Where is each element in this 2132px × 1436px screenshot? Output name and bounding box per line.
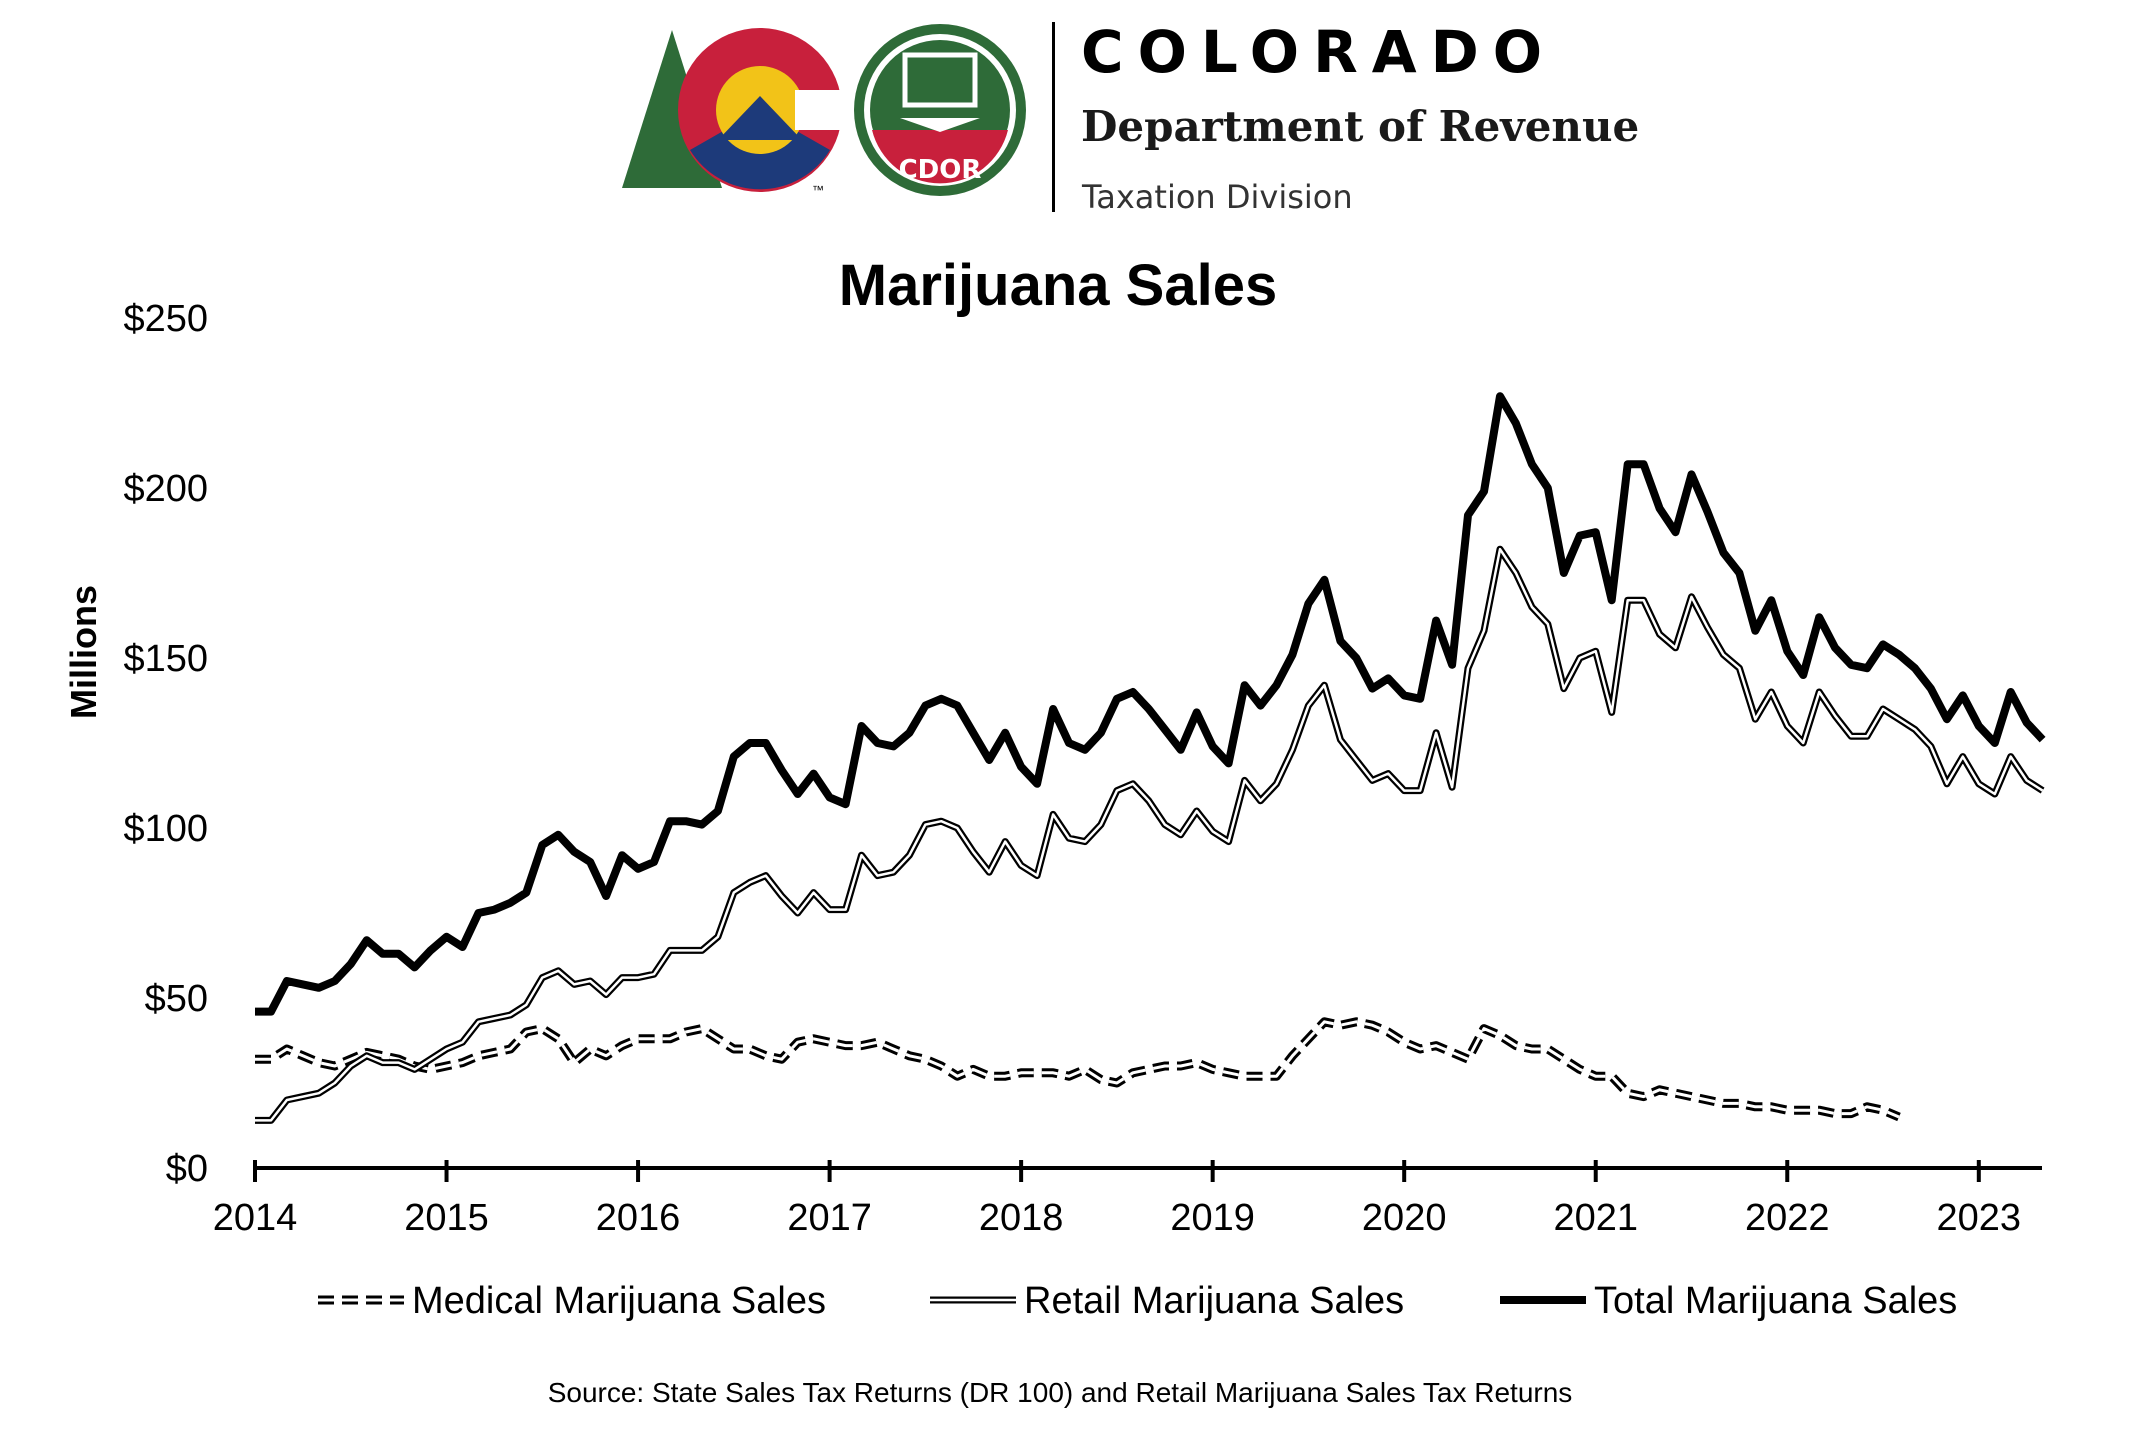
x-tick-label: 2020 (1362, 1197, 1447, 1239)
legend-total-marijuana-sales-label: Total Marijuana Sales (1594, 1280, 1957, 1322)
y-tick-label: $250 (123, 298, 208, 340)
source-note: Source: State Sales Tax Returns (DR 100)… (548, 1377, 1573, 1408)
division-name: Taxation Division (1082, 178, 1353, 216)
org-name: COLORADO (1081, 18, 1557, 86)
cdor-seal-red-band (872, 130, 1008, 184)
x-tick-label: 2014 (213, 1197, 298, 1239)
medical-marijuana-sales-line-inner (255, 1020, 1900, 1119)
x-tick-label: 2016 (596, 1197, 681, 1239)
cdor-seal-text: CDOR (899, 155, 982, 185)
retail-marijuana-sales-line-inner (255, 547, 2044, 1122)
y-tick-label: $0 (166, 1148, 208, 1190)
header-divider (1052, 22, 1055, 212)
chart-title: Marijuana Sales (839, 253, 1277, 318)
y-tick-label: $200 (123, 468, 208, 510)
x-tick-label: 2017 (787, 1197, 872, 1239)
y-tick-label: $150 (123, 638, 208, 680)
colorado-c-notch (795, 90, 845, 130)
dept-name: Department of Revenue (1081, 102, 1640, 151)
header: COLORADO Department of Revenue Taxation … (600, 18, 1700, 228)
building-icon (902, 52, 978, 108)
trademark-mark: ™ (812, 183, 824, 197)
mountain-icon (718, 96, 802, 140)
x-tick-label: 2015 (404, 1197, 489, 1239)
legend-retail-marijuana-sales-label: Retail Marijuana Sales (1024, 1280, 1404, 1322)
colorado-logo: ™ (622, 28, 845, 197)
x-tick-label: 2021 (1553, 1197, 1638, 1239)
x-tick-label: 2018 (979, 1197, 1064, 1239)
medical-marijuana-sales-line (255, 1017, 1901, 1122)
y-tick-label: $100 (123, 808, 208, 850)
y-axis-label: Millions (63, 585, 104, 719)
x-tick-label: 2023 (1937, 1197, 2022, 1239)
legend-medical-marijuana-sales-label: Medical Marijuana Sales (412, 1280, 826, 1322)
y-tick-label: $50 (145, 978, 208, 1020)
x-tick-label: 2022 (1745, 1197, 1830, 1239)
total-marijuana-sales-line (255, 392, 2046, 1016)
building-roof-icon (900, 118, 980, 132)
cdor-seal: CDOR (854, 24, 1026, 196)
x-tick-label: 2019 (1170, 1197, 1255, 1239)
